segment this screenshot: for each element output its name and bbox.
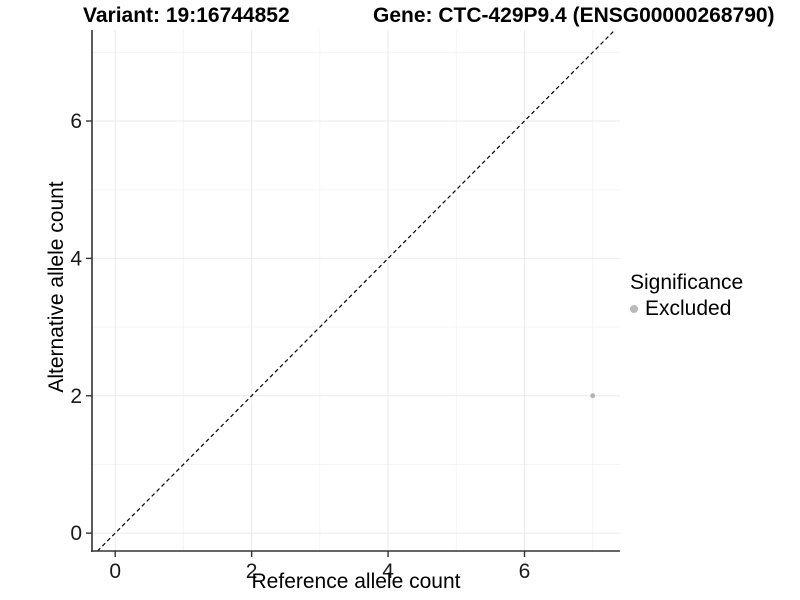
data-point <box>590 393 596 399</box>
y-tick-label: 2 <box>70 385 82 408</box>
y-tick-label: 6 <box>70 110 82 133</box>
x-axis-title: Reference allele count <box>251 570 461 593</box>
x-tick-label: 2 <box>246 560 258 583</box>
x-tick-label: 6 <box>519 560 531 583</box>
legend-title: Significance <box>630 271 744 294</box>
y-tick-label: 4 <box>70 247 82 270</box>
legend-item-excluded: Excluded <box>630 297 743 321</box>
x-tick-label: 0 <box>109 560 121 583</box>
y-axis-title: Alternative allele count <box>45 181 68 393</box>
variant-title: Variant: 19:16744852 <box>83 4 290 27</box>
excluded-dot-icon <box>630 305 638 313</box>
x-tick-label: 4 <box>382 560 394 583</box>
identity-line <box>97 29 616 552</box>
legend-item-label: Excluded <box>645 297 732 320</box>
gene-title: Gene: CTC-429P9.4 (ENSG00000268790) <box>373 4 775 27</box>
legend: Significance Excluded <box>630 271 743 321</box>
y-tick-label: 0 <box>70 522 82 545</box>
